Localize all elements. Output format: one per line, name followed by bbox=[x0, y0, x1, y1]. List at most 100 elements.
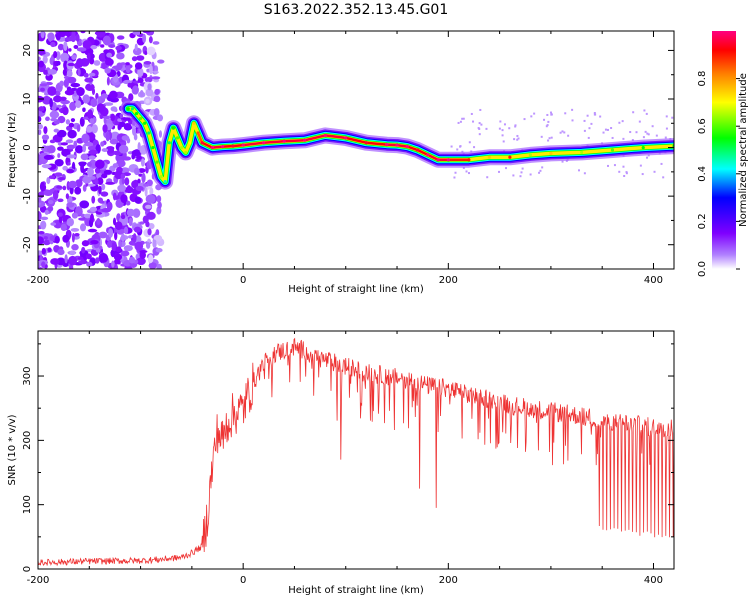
noise-cell bbox=[618, 170, 621, 173]
noise-cell bbox=[141, 172, 146, 183]
noise-cell bbox=[143, 61, 152, 65]
noise-cell bbox=[110, 106, 118, 112]
noise-cell bbox=[472, 120, 475, 123]
noise-cell bbox=[550, 113, 553, 116]
noise-cell bbox=[43, 69, 49, 75]
noise-cell bbox=[60, 142, 69, 146]
noise-cell bbox=[62, 106, 69, 116]
noise-cell bbox=[155, 247, 163, 253]
noise-cell bbox=[144, 77, 153, 83]
noise-cell bbox=[48, 175, 56, 180]
noise-cell bbox=[81, 240, 90, 247]
noise-cell bbox=[486, 176, 489, 179]
ridge-point bbox=[467, 158, 471, 162]
noise-cell bbox=[41, 164, 52, 169]
noise-cell bbox=[49, 98, 53, 108]
noise-cell bbox=[645, 112, 648, 115]
ridge-point bbox=[641, 145, 645, 150]
noise-cell bbox=[50, 258, 60, 265]
noise-cell bbox=[561, 160, 564, 163]
noise-cell bbox=[68, 180, 78, 189]
noise-cell bbox=[100, 141, 105, 147]
noise-cell bbox=[118, 144, 129, 154]
y-tick-label: 300 bbox=[22, 366, 33, 385]
noise-cell bbox=[114, 170, 123, 180]
noise-cell bbox=[66, 217, 75, 227]
noise-cell bbox=[47, 86, 57, 96]
noise-cell bbox=[529, 173, 532, 176]
noise-cell bbox=[157, 201, 162, 209]
noise-cell bbox=[87, 109, 93, 120]
ridge-point bbox=[323, 133, 327, 138]
noise-cell bbox=[120, 173, 126, 180]
noise-cell bbox=[479, 108, 482, 111]
noise-cell bbox=[480, 123, 483, 126]
noise-cell bbox=[73, 44, 79, 49]
noise-cell bbox=[550, 136, 553, 139]
noise-cell bbox=[93, 60, 101, 66]
x-tick-label: 400 bbox=[644, 575, 663, 586]
noise-cell bbox=[73, 140, 78, 148]
x-tick-label: -200 bbox=[27, 575, 50, 586]
noise-cell bbox=[41, 261, 46, 269]
noise-cell bbox=[38, 51, 46, 55]
noise-cell bbox=[514, 124, 517, 127]
noise-cell bbox=[501, 129, 504, 132]
noise-cell bbox=[136, 257, 146, 266]
noise-cell bbox=[588, 127, 591, 130]
noise-cell bbox=[71, 212, 79, 219]
noise-cell bbox=[71, 232, 75, 243]
noise-cell bbox=[82, 144, 87, 153]
snr-axes: -200 0 200 400 300 200 100 0 bbox=[22, 331, 674, 586]
noise-cell bbox=[647, 133, 650, 136]
y-tick-label: -10 bbox=[22, 188, 33, 204]
noise-cell bbox=[523, 118, 526, 121]
noise-cell bbox=[90, 44, 98, 50]
noise-cell bbox=[53, 51, 58, 59]
noise-cell bbox=[625, 172, 628, 175]
x-tick-label: 0 bbox=[240, 275, 246, 286]
noise-cell bbox=[577, 169, 580, 172]
noise-cell bbox=[86, 167, 95, 177]
noise-cell bbox=[56, 129, 67, 138]
noise-cell bbox=[112, 217, 117, 226]
noise-cell bbox=[520, 171, 523, 174]
noise-cell bbox=[65, 139, 74, 144]
noise-cell bbox=[66, 76, 77, 84]
noise-cell bbox=[513, 138, 516, 141]
noise-cell bbox=[111, 260, 115, 268]
noise-cell bbox=[631, 139, 634, 142]
noise-cell bbox=[99, 114, 104, 120]
noise-cell bbox=[148, 254, 154, 264]
noise-cell bbox=[117, 124, 122, 130]
ridge-core bbox=[344, 136, 368, 144]
noise-cell bbox=[132, 233, 137, 243]
noise-cell bbox=[125, 200, 131, 206]
noise-cell bbox=[152, 41, 160, 45]
noise-cell bbox=[148, 262, 157, 269]
noise-cell bbox=[66, 168, 75, 174]
noise-cell bbox=[545, 125, 548, 128]
noise-cell bbox=[66, 154, 77, 159]
ridge-point bbox=[171, 126, 176, 130]
ridge-point bbox=[151, 145, 155, 150]
ridge-core bbox=[416, 148, 430, 157]
ridge-point bbox=[436, 158, 440, 162]
ridge-point bbox=[180, 145, 184, 150]
noise-cell bbox=[149, 64, 153, 75]
noise-cell bbox=[632, 111, 635, 114]
noise-cell bbox=[65, 193, 70, 200]
noise-cell bbox=[473, 146, 476, 149]
noise-cell bbox=[116, 52, 125, 60]
noise-cell bbox=[148, 222, 155, 230]
noise-cell bbox=[457, 121, 460, 124]
snr-series bbox=[38, 337, 674, 567]
noise-cell bbox=[621, 120, 624, 123]
noise-cell bbox=[91, 124, 98, 134]
noise-cell bbox=[128, 93, 134, 102]
noise-cell bbox=[146, 211, 156, 220]
noise-cell bbox=[478, 122, 481, 125]
noise-cell bbox=[56, 185, 62, 189]
noise-cell bbox=[96, 103, 105, 113]
